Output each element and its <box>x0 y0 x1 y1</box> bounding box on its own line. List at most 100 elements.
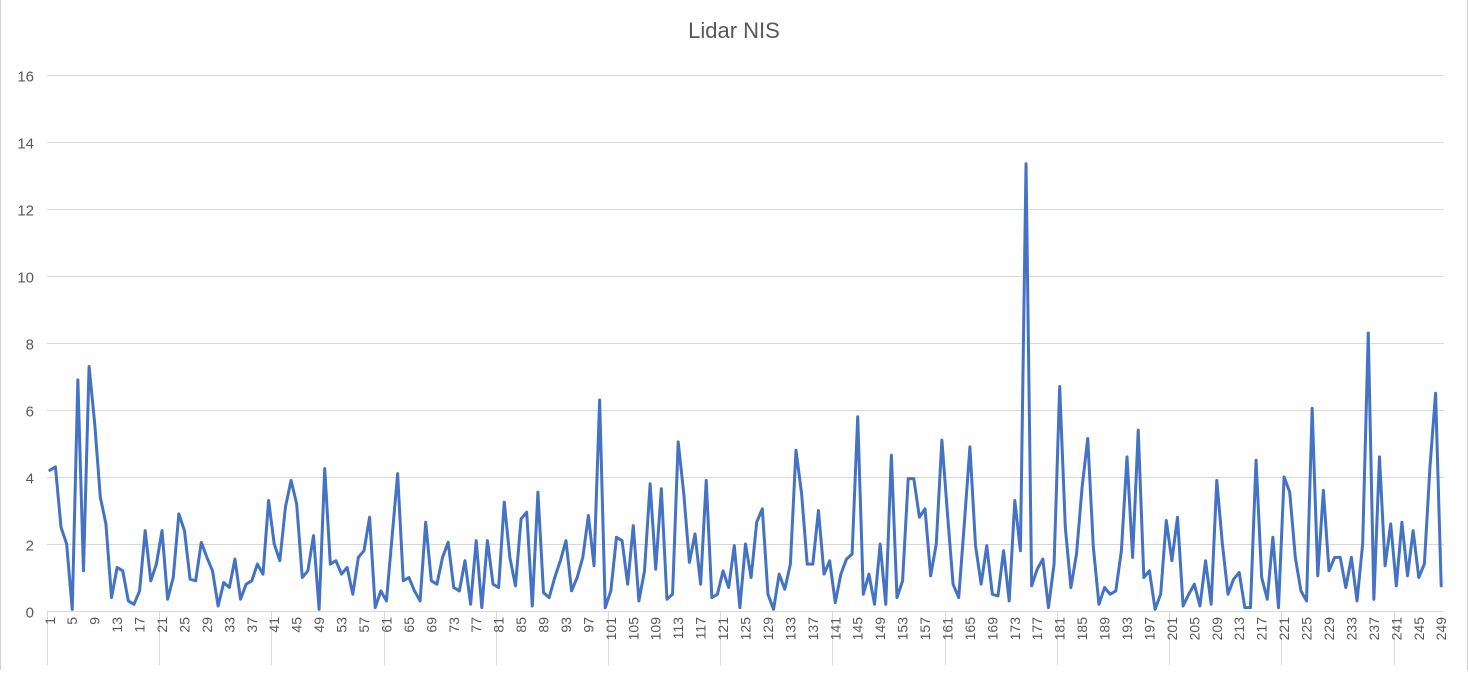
x-tick-label: 229 <box>1321 617 1337 641</box>
data-point <box>800 493 802 495</box>
data-point <box>828 560 830 562</box>
data-point <box>1188 593 1190 595</box>
x-tick-label: 49 <box>311 617 327 633</box>
data-point <box>441 556 443 558</box>
data-point <box>497 586 499 588</box>
data-point <box>312 534 314 536</box>
data-point <box>105 523 107 525</box>
data-point <box>1406 575 1408 577</box>
data-point <box>946 513 948 515</box>
x-tick-label: 129 <box>760 617 776 641</box>
data-point <box>1081 486 1083 488</box>
data-point <box>99 496 101 498</box>
data-point <box>537 491 539 493</box>
data-point <box>1092 546 1094 548</box>
data-point <box>1266 598 1268 600</box>
data-point <box>1030 585 1032 587</box>
data-point <box>974 544 976 546</box>
x-tick-label: 165 <box>962 617 978 641</box>
data-point <box>1002 550 1004 552</box>
data-point <box>324 467 326 469</box>
x-tick-label: 141 <box>827 617 843 641</box>
data-point <box>671 593 673 595</box>
x-tick-label: 25 <box>176 617 192 633</box>
data-point <box>251 580 253 582</box>
data-point <box>481 606 483 608</box>
data-point <box>93 422 95 424</box>
data-point <box>408 576 410 578</box>
data-point <box>1249 606 1251 608</box>
data-point <box>60 526 62 528</box>
data-point <box>1204 560 1206 562</box>
data-point <box>469 603 471 605</box>
data-point <box>677 441 679 443</box>
data-point <box>380 590 382 592</box>
x-tick-label: 57 <box>356 617 372 633</box>
y-tick-label: 4 <box>26 471 34 488</box>
data-point <box>778 573 780 575</box>
data-point <box>694 533 696 535</box>
x-tick-label: 117 <box>693 617 709 640</box>
data-point <box>1401 521 1403 523</box>
data-point <box>189 578 191 580</box>
data-point <box>425 521 427 523</box>
data-point <box>307 570 309 572</box>
data-point <box>789 563 791 565</box>
x-tick-label: 145 <box>850 617 866 641</box>
data-point <box>576 576 578 578</box>
data-point <box>211 570 213 572</box>
data-point <box>1429 466 1431 468</box>
data-point <box>991 593 993 595</box>
data-point <box>447 541 449 543</box>
data-point <box>660 488 662 490</box>
data-point <box>1193 583 1195 585</box>
data-point <box>890 454 892 456</box>
x-tick-label: 113 <box>670 617 686 640</box>
data-point <box>335 560 337 562</box>
data-point <box>1008 600 1010 602</box>
data-point <box>1053 563 1055 565</box>
y-tick-label: 2 <box>26 538 34 555</box>
data-point <box>727 586 729 588</box>
data-point <box>1227 593 1229 595</box>
data-point <box>649 483 651 485</box>
x-tick-label: 201 <box>1164 617 1180 641</box>
data-point <box>453 586 455 588</box>
data-point <box>430 580 432 582</box>
x-tick-label: 105 <box>625 617 641 641</box>
x-tick-label: 77 <box>468 617 484 633</box>
data-point <box>329 563 331 565</box>
x-tick-label: 93 <box>558 617 574 633</box>
data-point <box>1075 553 1077 555</box>
data-point <box>767 593 769 595</box>
data-point <box>1283 476 1285 478</box>
data-point <box>514 585 516 587</box>
x-tick-label: 121 <box>715 617 731 641</box>
x-tick-label: 169 <box>984 617 1000 641</box>
data-point <box>1137 429 1139 431</box>
data-point <box>1328 570 1330 572</box>
data-point <box>986 544 988 546</box>
data-point <box>761 508 763 510</box>
data-point <box>582 556 584 558</box>
data-point <box>1423 563 1425 565</box>
data-point <box>301 576 303 578</box>
x-tick-label: 109 <box>648 617 664 641</box>
data-point <box>1103 586 1105 588</box>
x-tick-label: 29 <box>199 617 215 633</box>
data-point <box>1373 598 1375 600</box>
x-tick-label: 1 <box>42 617 58 625</box>
data-point <box>239 598 241 600</box>
data-point <box>868 573 870 575</box>
data-point <box>969 446 971 448</box>
data-point <box>183 529 185 531</box>
x-tick-label: 177 <box>1029 617 1045 641</box>
x-tick-label: 213 <box>1231 617 1247 641</box>
data-point <box>1098 603 1100 605</box>
x-tick-label: 69 <box>423 617 439 633</box>
x-tick-label: 5 <box>64 617 80 625</box>
data-point <box>812 563 814 565</box>
data-point <box>1159 593 1161 595</box>
data-point <box>110 596 112 598</box>
data-point <box>88 365 90 367</box>
